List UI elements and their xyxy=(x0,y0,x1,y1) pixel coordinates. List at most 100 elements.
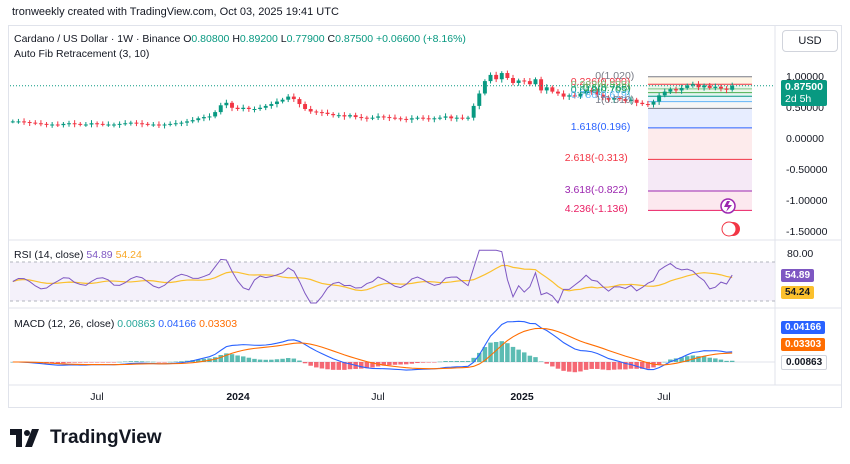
candle-body xyxy=(555,91,560,94)
time-axis-label: Jul xyxy=(90,391,104,403)
candle-body xyxy=(595,91,600,95)
macd-legend[interactable]: MACD (12, 26, close) 0.00863 0.04166 0.0… xyxy=(14,318,237,330)
candle-body xyxy=(600,94,605,98)
candle-body xyxy=(134,122,139,124)
candle-body xyxy=(179,122,184,124)
candle-body xyxy=(258,107,263,109)
candle-body xyxy=(128,122,133,124)
candle-body xyxy=(89,123,94,125)
macd-histogram-bar xyxy=(78,362,83,363)
macd-histogram-bar xyxy=(499,341,505,362)
candle-body xyxy=(319,112,324,114)
macd-histogram-bar xyxy=(505,343,510,362)
candle-body xyxy=(409,118,414,120)
candle-body xyxy=(213,112,218,117)
candle-body xyxy=(55,124,60,126)
macd-histogram-bar xyxy=(555,362,561,369)
candle-body xyxy=(584,90,589,94)
macd-histogram-bar xyxy=(566,362,572,372)
candle-body xyxy=(95,123,100,125)
time-axis-label: Jul xyxy=(371,391,385,403)
close-value: 0.87500 xyxy=(335,33,374,45)
fib-indicator-label[interactable]: Auto Fib Retracement (3, 10) xyxy=(14,48,150,60)
symbol-name[interactable]: Cardano / US Dollar · 1W · Binance xyxy=(14,33,181,45)
macd-histogram-bar xyxy=(167,361,173,363)
macd-histogram-bar xyxy=(409,362,415,364)
high-value: 0.89200 xyxy=(239,33,278,45)
fib-label: 4.236(-1.136) xyxy=(564,203,628,216)
macd-histogram-bar xyxy=(521,352,527,362)
macd-histogram-bar xyxy=(493,342,499,362)
candle-body xyxy=(488,74,493,82)
macd-histogram-bar xyxy=(645,362,651,369)
candle-body xyxy=(140,123,145,125)
candle-body xyxy=(173,123,178,125)
candle-body xyxy=(398,118,403,120)
candle-body xyxy=(572,95,577,97)
macd-histogram-bar xyxy=(117,361,122,363)
macd-histogram-bar xyxy=(196,359,201,362)
candle-body xyxy=(494,74,499,80)
macd-histogram-bar xyxy=(561,362,566,371)
macd-histogram-bar xyxy=(679,357,684,362)
candle-body xyxy=(106,124,111,126)
macd-histogram-bar xyxy=(173,361,179,363)
candle-body xyxy=(550,87,555,92)
macd-histogram-bar xyxy=(297,360,302,362)
fib-label: 1.618(0.196) xyxy=(570,120,631,133)
macd-histogram-bar xyxy=(707,357,712,362)
time-axis-label: 2024 xyxy=(226,391,250,403)
candle-body xyxy=(50,124,55,126)
macd-histogram-bar xyxy=(600,362,606,370)
macd-histogram-bar xyxy=(403,362,409,365)
candle-body xyxy=(662,91,667,96)
rsi-legend[interactable]: RSI (14, close) 54.89 54.24 xyxy=(14,249,142,261)
macd-histogram-bar xyxy=(634,362,639,369)
macd-histogram-bar xyxy=(336,362,342,370)
close-label: C xyxy=(327,33,336,45)
candle-body xyxy=(449,116,454,119)
macd-histogram-bar xyxy=(162,362,167,363)
currency-button[interactable]: USD xyxy=(782,30,838,52)
candle-body xyxy=(679,87,684,91)
fib-label: 3.618(-0.822) xyxy=(564,183,628,196)
candle-body xyxy=(364,117,369,119)
candle-body xyxy=(533,79,538,85)
macd-histogram-bar xyxy=(684,356,690,362)
bar-countdown: 2d 5h xyxy=(785,93,812,105)
candle-body xyxy=(83,124,88,126)
macd-histogram-bar xyxy=(729,360,735,362)
macd-signal-line xyxy=(12,327,733,370)
candle-body xyxy=(466,117,471,119)
rsi-tag: 54.89 xyxy=(781,269,815,282)
candle-body xyxy=(123,123,128,125)
macd-histogram-bar xyxy=(179,361,184,362)
macd-histogram-bar xyxy=(201,358,207,362)
candle-body xyxy=(606,97,611,100)
macd-histogram-bar xyxy=(589,362,594,369)
macd-histogram-bar xyxy=(347,362,353,370)
candle-body xyxy=(471,105,476,118)
candle-body xyxy=(168,123,173,125)
flag-icon xyxy=(721,221,737,237)
macd-histogram-bar xyxy=(66,362,72,363)
macd-histogram-bar xyxy=(617,362,623,370)
macd-histogram-bar xyxy=(72,362,77,363)
candle-body xyxy=(696,84,701,88)
candle-body xyxy=(196,118,201,121)
macd-histogram-bar xyxy=(381,362,386,366)
candle-body xyxy=(342,115,347,117)
candle-body xyxy=(308,109,313,112)
candle-body xyxy=(415,117,420,119)
candle-body xyxy=(314,111,319,113)
macd-histogram-bar xyxy=(240,356,246,362)
macd-histogram-bar xyxy=(61,362,66,364)
candle-body xyxy=(263,105,268,108)
candle-body xyxy=(724,88,729,90)
candle-body xyxy=(589,90,594,92)
rsi-ma-value: 54.24 xyxy=(115,249,142,261)
candle-body xyxy=(561,93,566,97)
macd-histogram-bar xyxy=(319,362,325,369)
macd-histogram-bar xyxy=(516,349,521,362)
